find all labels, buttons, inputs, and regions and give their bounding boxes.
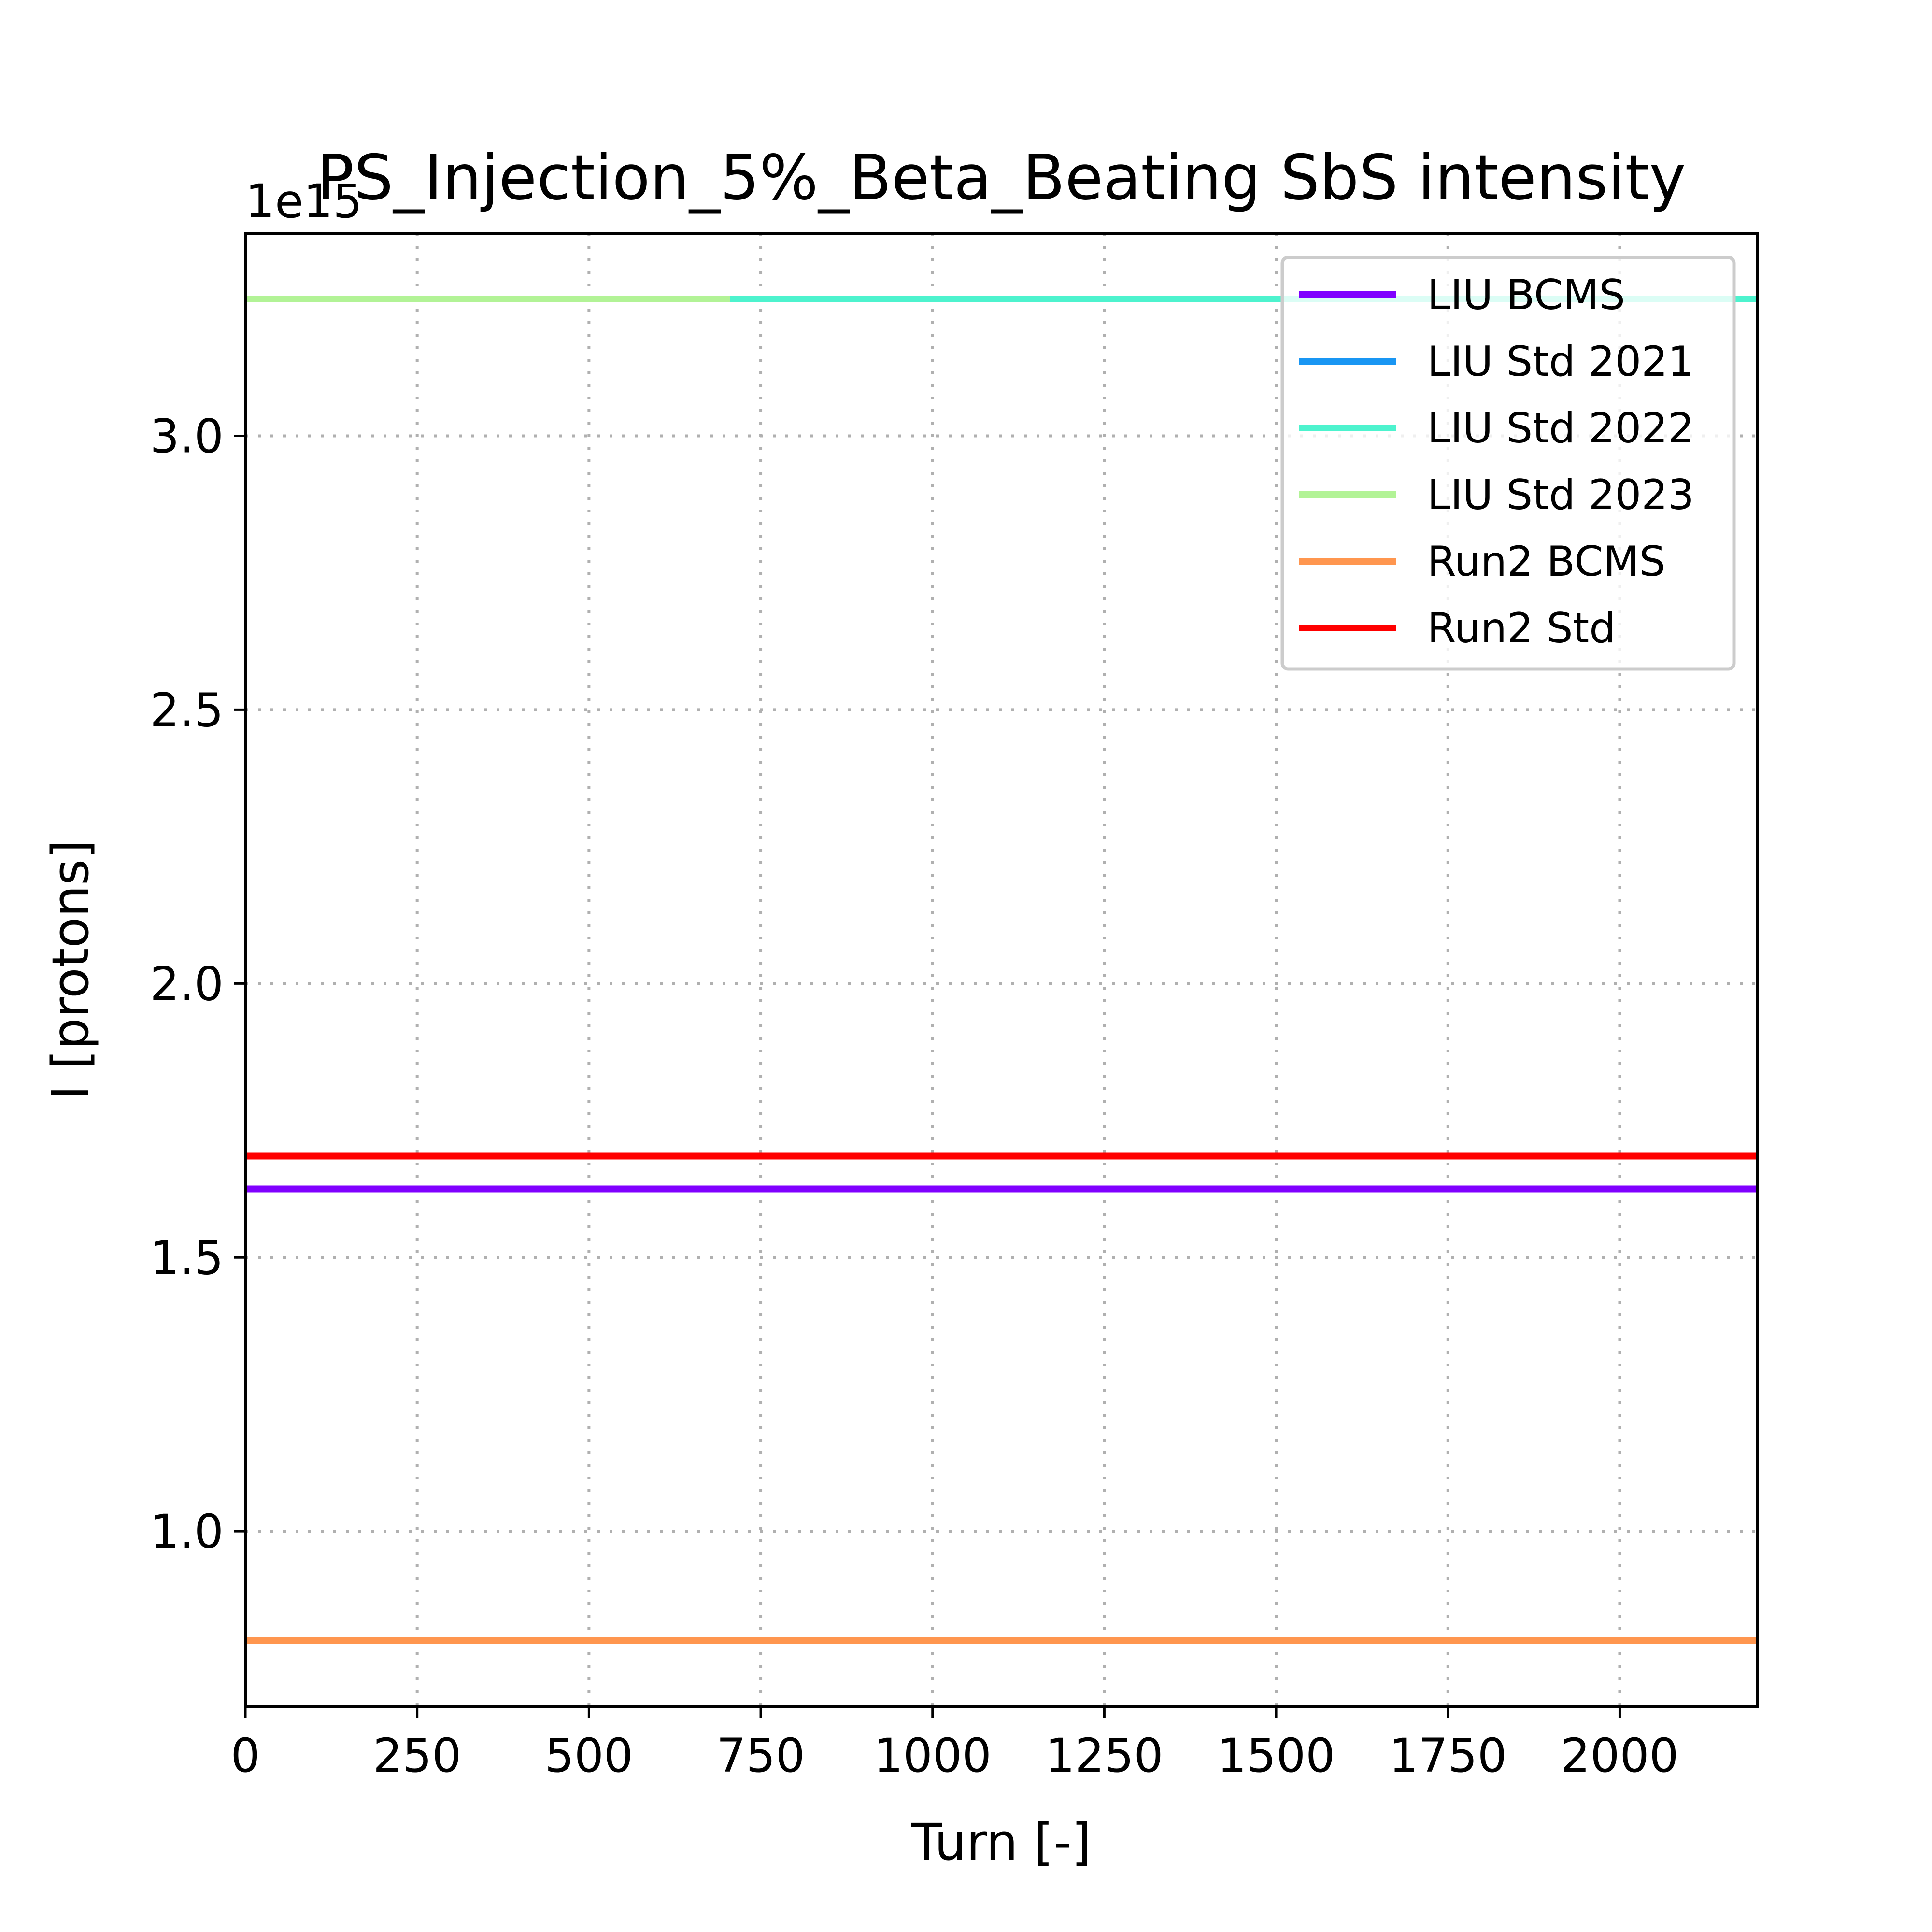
x-tick-label: 250	[373, 1729, 461, 1783]
y-tick-label: 2.0	[150, 957, 224, 1011]
legend: LIU BCMS LIU Std 2021 LIU Std 2022 LIU Std …	[1280, 256, 1736, 671]
plot-area-frame	[244, 232, 1759, 1708]
chart-title: PS_Injection_5%_Beta_Beating SbS intensi…	[317, 142, 1686, 214]
legend-label-run2-std: Run2 Std	[1427, 604, 1616, 653]
x-tick-label: 1250	[1045, 1729, 1163, 1783]
grid	[244, 233, 1757, 1706]
x-axis-label: Turn [-]	[911, 1813, 1091, 1872]
legend-label-liu-std-2023: LIU Std 2023	[1427, 471, 1694, 519]
y-tick-label: 1.0	[150, 1505, 224, 1559]
x-tick-label: 500	[545, 1729, 633, 1783]
series-lines	[245, 296, 1757, 1644]
y-offset-label: 1e15	[245, 174, 362, 228]
x-tick-label: 2000	[1561, 1729, 1678, 1783]
x-tick-label: 0	[230, 1729, 260, 1783]
y-tick-label: 3.0	[150, 410, 224, 464]
legend-label-liu-bcms: LIU BCMS	[1427, 271, 1625, 319]
x-tick-label: 1500	[1217, 1729, 1335, 1783]
legend-label-liu-std-2021: LIU Std 2021	[1427, 338, 1694, 386]
axis-ticks: 0 250 500 750 1000 1250 1500 1750 2000 1.0 1.5 2.0 2…	[150, 410, 1678, 1783]
x-tick-label: 1000	[874, 1729, 992, 1783]
legend-label-run2-bcms: Run2 BCMS	[1427, 538, 1665, 586]
legend-label-liu-std-2022: LIU Std 2022	[1427, 404, 1694, 453]
y-tick-label: 1.5	[150, 1231, 224, 1285]
y-tick-label: 2.5	[150, 683, 224, 737]
x-tick-label: 750	[716, 1729, 805, 1783]
y-axis-label: I [protons]	[41, 839, 100, 1100]
x-tick-label: 1750	[1389, 1729, 1507, 1783]
